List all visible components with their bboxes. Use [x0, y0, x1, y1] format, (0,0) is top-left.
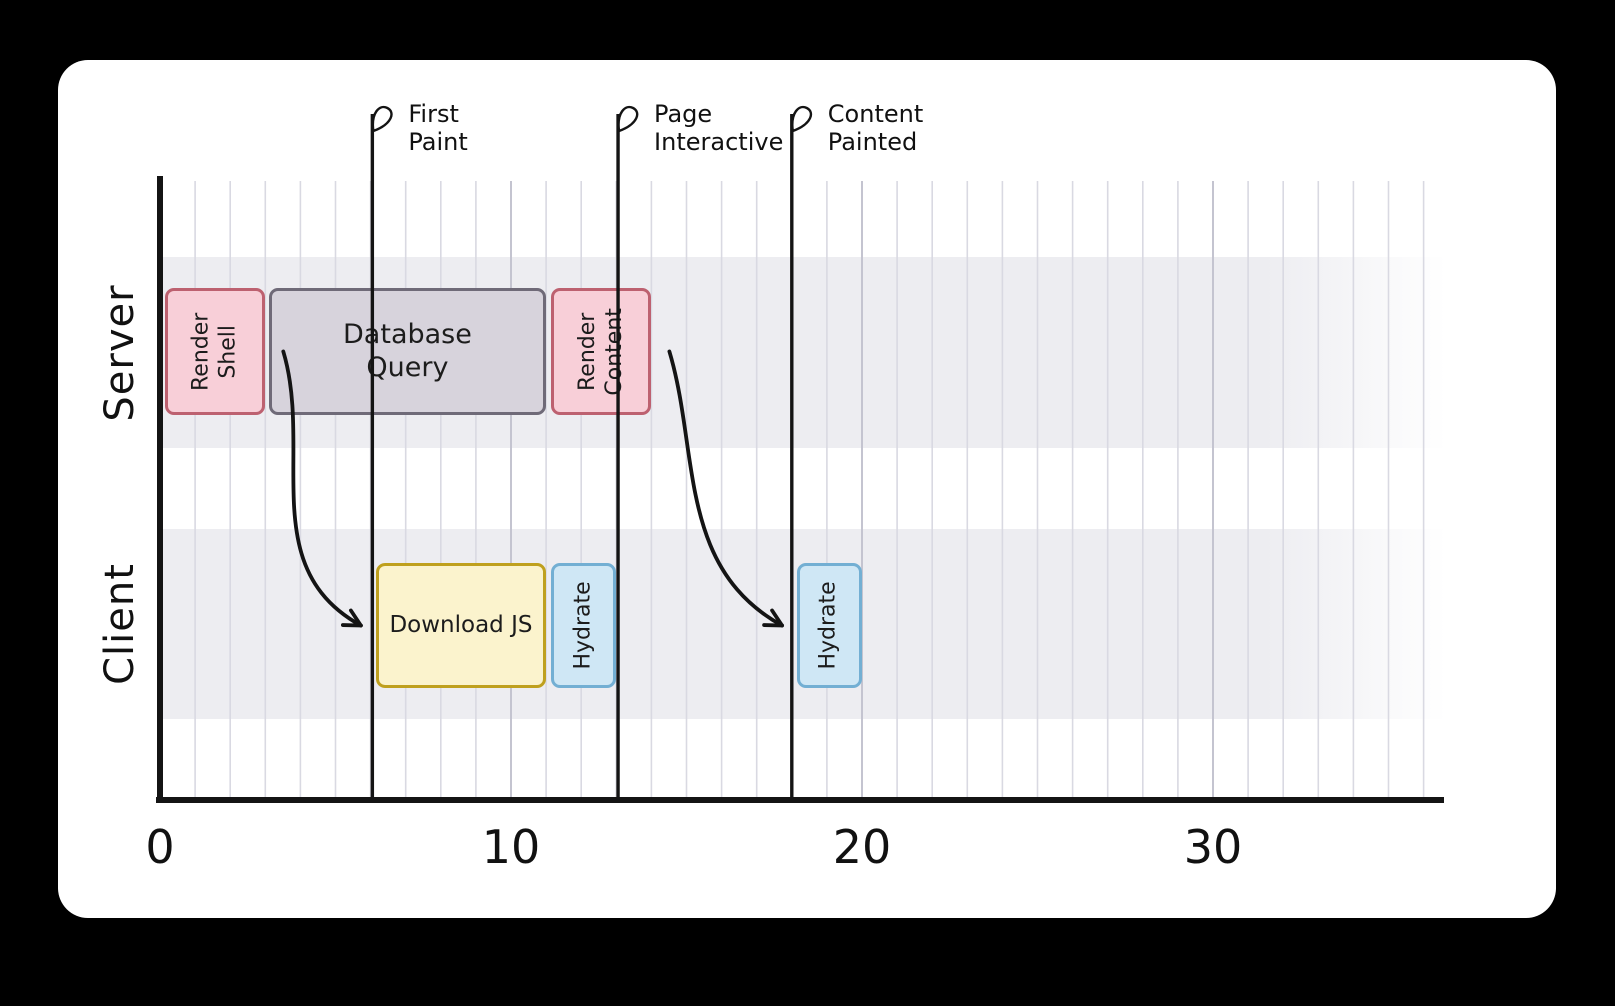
task-label-download-js: Download JS: [389, 612, 533, 639]
task-render-shell: Render Shell: [165, 288, 266, 415]
milestone-label-first-paint: First Paint: [408, 100, 468, 157]
x-tick-30: 30: [1183, 820, 1243, 874]
x-tick-10: 10: [481, 820, 541, 874]
task-label-render-content: Render Content: [574, 307, 627, 396]
task-label-database-query: Database Query: [343, 318, 472, 383]
task-hydrate-1: Hydrate: [551, 563, 617, 688]
task-label-hydrate-1: Hydrate: [570, 581, 596, 670]
task-render-content: Render Content: [551, 288, 652, 415]
x-tick-20: 20: [832, 820, 892, 874]
task-hydrate-2: Hydrate: [797, 563, 862, 688]
task-label-render-shell: Render Shell: [188, 312, 241, 391]
task-database-query: Database Query: [268, 288, 547, 415]
x-tick-0: 0: [145, 820, 175, 874]
row-label-client: Client: [97, 563, 143, 685]
task-download-js: Download JS: [375, 563, 547, 688]
milestone-label-page-interactive: Page Interactive: [654, 100, 784, 157]
diagram-card: [58, 60, 1556, 918]
milestone-label-content-painted: Content Painted: [827, 100, 924, 157]
task-label-hydrate-2: Hydrate: [816, 581, 842, 670]
row-label-server: Server: [97, 283, 143, 422]
